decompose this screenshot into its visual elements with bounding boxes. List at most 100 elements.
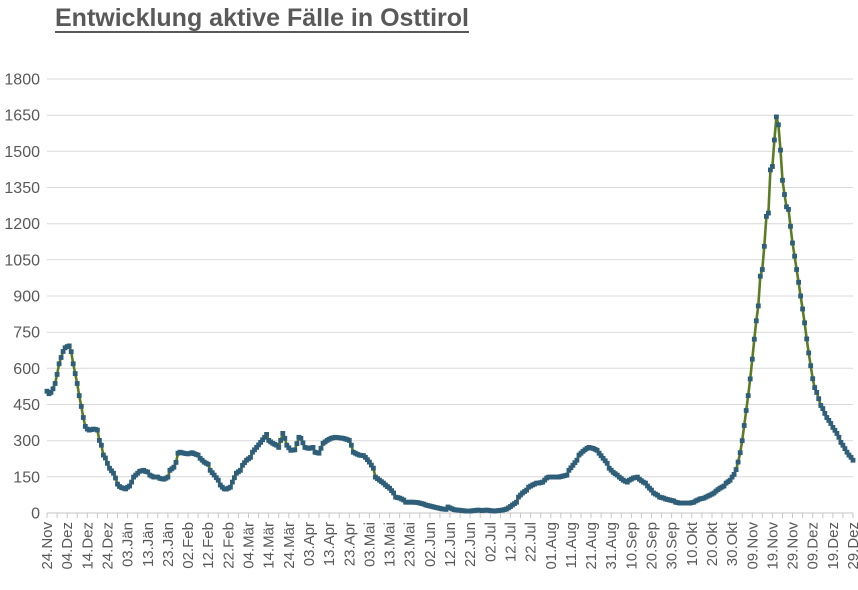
data-point-marker [165, 474, 171, 480]
data-point-marker [566, 467, 572, 473]
data-point-marker [729, 474, 735, 480]
data-point-marker [747, 376, 753, 382]
y-tick-label: 900 [13, 289, 40, 306]
data-point-marker [786, 207, 791, 212]
x-tick-label: 30.Sep [664, 522, 681, 570]
y-tick-label: 0 [31, 506, 40, 523]
x-tick-label: 20.Sep [644, 522, 661, 570]
y-tick-label: 1650 [4, 108, 40, 125]
data-point-marker [788, 223, 793, 229]
y-tick-label: 1050 [4, 252, 40, 269]
x-tick-label: 23.Jän [160, 522, 177, 567]
data-point-marker [733, 467, 739, 472]
x-tick-label: 22.Jun [462, 522, 479, 567]
data-point-marker [766, 210, 771, 216]
x-tick-label: 04.Mär [241, 522, 258, 569]
data-point-marker [300, 440, 306, 446]
data-point-marker [524, 487, 529, 493]
data-point-marker [213, 475, 219, 481]
y-tick-label: 1800 [4, 72, 40, 89]
data-point-marker [264, 432, 269, 437]
data-point-marker [828, 421, 834, 426]
data-point-marker [568, 465, 574, 471]
data-point-marker [741, 423, 747, 428]
data-point-marker [211, 472, 217, 478]
x-tick-label: 02.Feb [180, 522, 197, 569]
y-tick-label: 1500 [4, 144, 40, 161]
data-point-marker [228, 484, 233, 490]
data-point-marker [68, 349, 74, 355]
x-tick-label: 03.Jän [120, 522, 137, 567]
data-point-marker [97, 438, 102, 443]
data-point-marker [721, 483, 727, 489]
x-tick-label: 03.Apr [301, 522, 318, 566]
x-tick-label: 19.Dez [825, 522, 842, 570]
x-tick-label: 12.Feb [200, 522, 217, 569]
data-point-marker [782, 192, 787, 197]
data-point-marker [772, 137, 777, 143]
data-point-marker [209, 470, 215, 476]
data-point-marker [832, 427, 838, 433]
x-tick-label: 29.Nov [785, 522, 802, 570]
data-point-marker [280, 431, 286, 436]
data-point-marker [44, 388, 50, 394]
data-point-marker [822, 411, 828, 416]
data-point-marker [810, 376, 816, 382]
data-point-marker [735, 459, 741, 465]
data-point-marker [107, 465, 112, 471]
y-tick-label: 1350 [4, 180, 40, 197]
data-point-marker [238, 467, 243, 473]
data-point-marker [739, 438, 745, 444]
y-tick-label: 750 [13, 325, 40, 342]
x-tick-label: 02.Jul [482, 522, 499, 562]
data-point-marker [111, 470, 116, 476]
x-tick-label: 14.Dez [79, 522, 96, 570]
data-point-marker [232, 475, 237, 481]
data-point-marker [649, 487, 654, 493]
data-point-marker [798, 293, 803, 299]
data-point-marker [792, 253, 797, 259]
data-point-marker [298, 435, 304, 441]
data-point-marker [842, 446, 848, 451]
data-point-marker [770, 164, 775, 169]
data-point-marker [215, 477, 221, 483]
data-point-marker [604, 460, 610, 466]
data-point-marker [72, 371, 78, 376]
data-point-marker [840, 442, 846, 448]
data-point-marker [258, 440, 263, 445]
data-point-marker [369, 462, 374, 468]
x-tick-label: 09.Dez [805, 522, 822, 570]
x-tick-label: 01.Aug [543, 522, 560, 570]
data-point-marker [260, 437, 265, 443]
y-tick-label: 300 [13, 433, 40, 450]
data-point-marker [48, 390, 54, 395]
data-point-marker [743, 408, 749, 413]
data-point-marker [127, 483, 132, 489]
data-point-marker [790, 240, 795, 246]
data-point-marker [774, 114, 779, 120]
x-tick-label: 19.Nov [764, 522, 781, 570]
data-point-marker [816, 396, 822, 402]
data-point-marker [514, 499, 519, 505]
data-point-marker [56, 361, 62, 367]
data-point-marker [749, 356, 755, 362]
data-point-marker [82, 424, 88, 429]
data-point-marker [806, 350, 812, 356]
data-point-marker [778, 147, 783, 153]
data-point-marker [256, 442, 261, 448]
data-point-marker [784, 204, 789, 210]
data-point-marker [286, 445, 292, 451]
x-tick-label: 14.Mär [261, 522, 278, 569]
y-tick-label: 450 [13, 397, 40, 414]
x-tick-label: 09.Nov [744, 522, 761, 570]
x-tick-label: 13.Mai [382, 522, 399, 567]
x-tick-label: 04.Dez [59, 522, 76, 570]
data-point-marker [824, 415, 830, 420]
data-point-marker [820, 406, 826, 411]
data-point-marker [230, 479, 235, 485]
data-point-marker [848, 454, 854, 460]
data-point-marker [74, 381, 80, 386]
data-point-marker [310, 445, 316, 450]
